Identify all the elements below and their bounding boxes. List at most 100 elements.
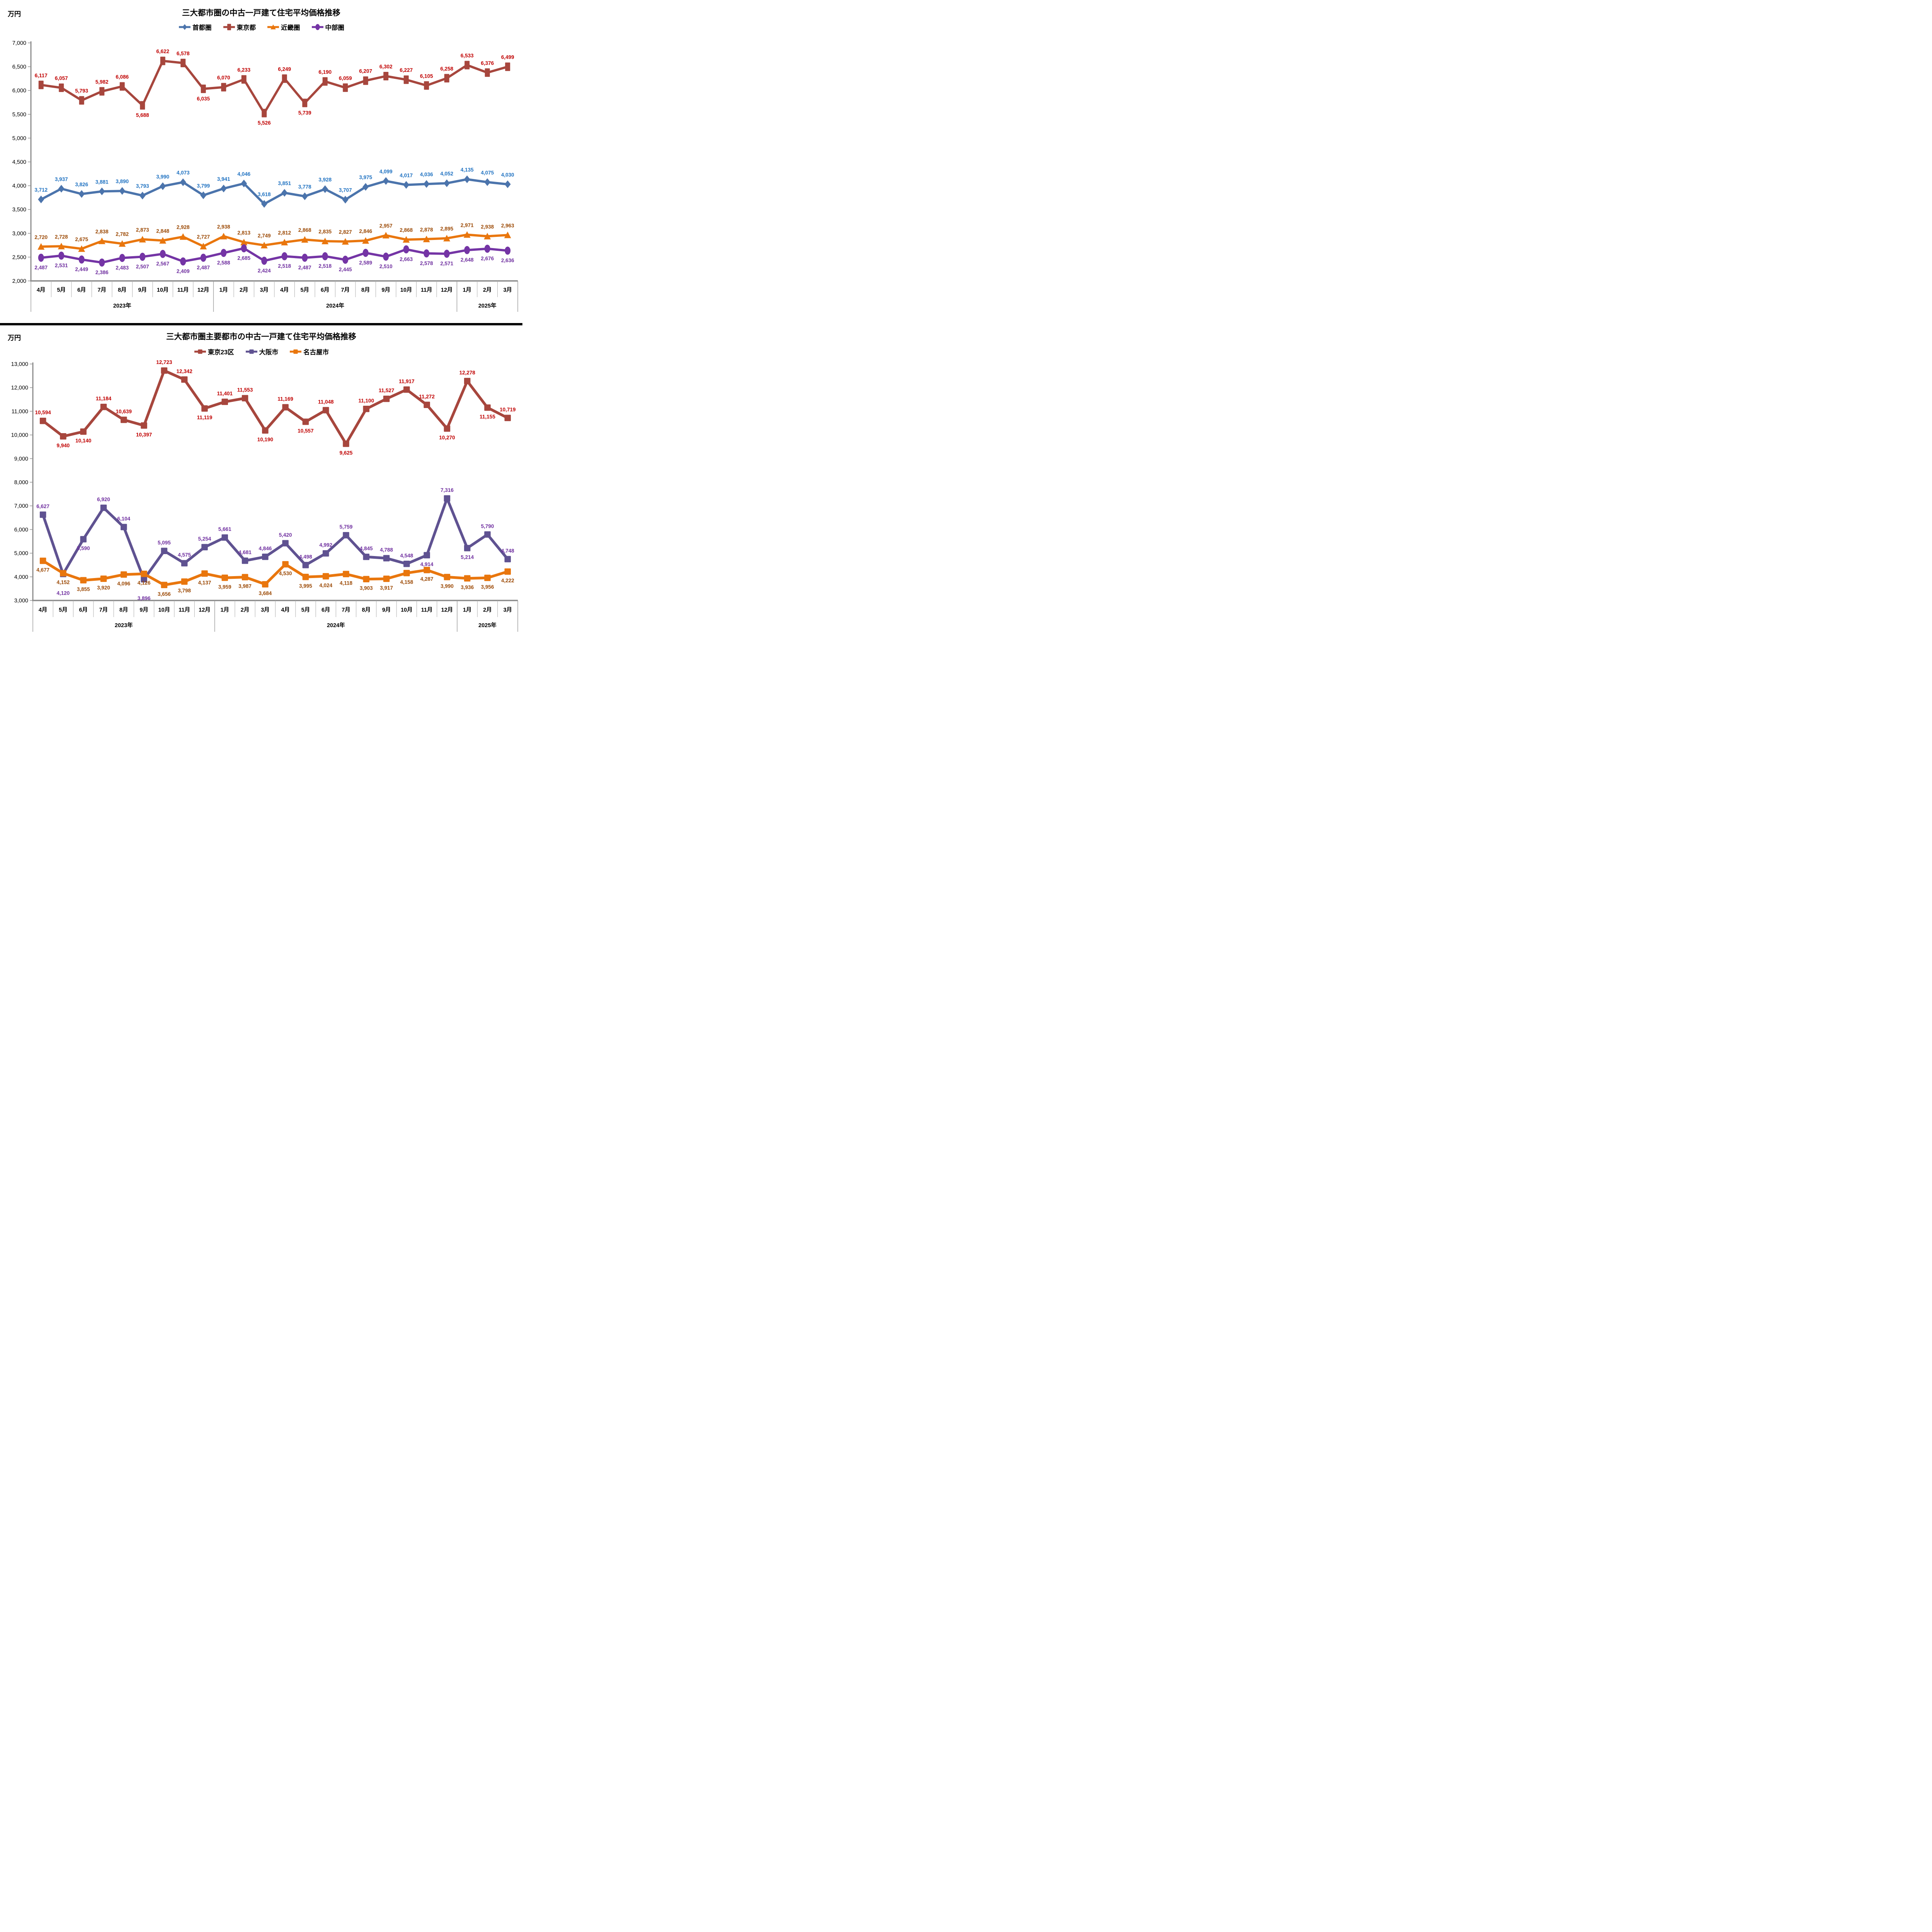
data-point-東京都 [79,96,84,105]
data-label-東京23区: 11,527 [379,388,395,393]
data-point-東京23区 [80,428,87,435]
data-label-東京都: 6,578 [177,51,190,56]
data-label-首都圏: 4,075 [481,170,494,175]
legend-item-名古屋市: 名古屋市 [289,347,329,356]
x-axis-month-label: 11月 [421,607,433,613]
data-point-中部圏 [444,250,450,258]
data-point-首都圏 [342,196,349,204]
data-point-首都圏 [281,189,288,197]
data-label-中部圏: 2,445 [339,267,352,272]
data-point-名古屋市 [464,575,471,582]
data-label-大阪市: 4,788 [380,547,393,553]
data-label-首都圏: 3,793 [136,183,149,189]
data-label-近畿圏: 2,878 [420,227,433,233]
data-label-首都圏: 3,826 [75,182,88,187]
data-label-名古屋市: 3,903 [360,585,373,591]
x-axis-month-label: 6月 [321,607,330,613]
data-label-東京都: 6,190 [318,69,332,75]
data-point-名古屋市 [80,577,87,583]
data-label-名古屋市: 3,920 [97,585,110,591]
data-point-東京23区 [464,378,471,384]
data-label-東京都: 6,622 [156,49,169,54]
data-point-近畿圏 [281,238,288,245]
legend-marker-icon-中部圏 [311,24,323,30]
data-label-近畿圏: 2,957 [379,223,393,229]
data-label-東京都: 6,207 [359,68,372,74]
data-point-名古屋市 [181,578,188,585]
y-axis-tick-label: 11,000 [12,408,28,415]
data-label-首都圏: 4,036 [420,172,433,177]
data-point-名古屋市 [262,581,269,588]
data-label-首都圏: 3,618 [258,192,271,197]
data-label-中部圏: 2,518 [278,263,291,269]
data-point-中部圏 [99,258,105,267]
data-label-首都圏: 3,778 [298,184,311,190]
x-axis-month-label: 4月 [281,607,290,613]
data-label-東京都: 5,526 [258,120,271,126]
data-label-東京23区: 11,553 [237,387,253,393]
data-label-名古屋市: 3,990 [440,583,454,589]
data-label-大阪市: 4,748 [501,548,514,554]
data-point-東京都 [99,87,105,96]
data-point-東京都 [59,83,64,92]
series-首都圏: 3,712 3,937 3,826 3,881 3,890 3,793 3,990 4,073… [34,167,514,208]
data-point-名古屋市 [100,575,107,582]
data-point-首都圏 [301,192,308,200]
data-label-名古屋市: 3,936 [461,585,474,590]
data-label-大阪市: 4,914 [420,561,434,567]
y-axis-tick-label: 3,000 [12,231,26,237]
legend-item-近畿圏: 近畿圏 [267,22,300,32]
data-label-近畿圏: 2,838 [95,229,109,235]
y-axis-tick-label: 5,000 [12,135,26,141]
data-label-東京都: 6,533 [461,53,474,59]
data-point-東京23区 [262,427,269,434]
data-label-大阪市: 5,759 [340,524,353,530]
data-label-東京都: 6,302 [379,64,393,70]
data-label-中部圏: 2,409 [177,269,190,274]
data-point-名古屋市 [363,576,370,582]
data-label-近畿圏: 2,782 [116,231,129,237]
data-point-首都圏 [423,180,430,188]
data-point-東京23区 [100,403,107,410]
data-label-東京23区: 10,557 [298,428,313,434]
data-point-近畿圏 [403,236,410,243]
data-point-東京23区 [161,367,168,374]
data-point-大阪市 [39,511,46,518]
data-point-名古屋市 [39,558,46,564]
data-point-東京都 [383,71,389,80]
data-label-中部圏: 2,424 [258,268,271,274]
data-point-近畿圏 [119,240,126,247]
chart-title: 三大都市圏の中古一戸建て住宅平均価格推移 [182,9,340,17]
data-point-近畿圏 [220,233,227,240]
data-point-中部圏 [221,249,227,257]
data-point-大阪市 [363,553,370,560]
data-point-大阪市 [282,540,289,547]
x-axis-month-label: 10月 [400,287,412,293]
data-point-名古屋市 [403,570,410,577]
chart-top-section: 万円 三大都市圏の中古一戸建て住宅平均価格推移 首都圏 東京都 近畿圏 中部圏 7,0… [0,0,522,323]
data-point-首都圏 [241,179,247,187]
data-point-大阪市 [121,524,127,531]
data-label-名古屋市: 4,530 [279,570,292,576]
data-point-近畿圏 [200,243,207,250]
data-point-大阪市 [242,557,248,564]
data-point-首都圏 [220,184,227,192]
data-label-名古屋市: 3,656 [158,591,171,597]
data-point-中部圏 [261,257,267,265]
data-point-中部圏 [200,253,206,262]
data-label-近畿圏: 2,895 [440,226,453,232]
data-point-首都圏 [464,175,470,183]
chart-title: 三大都市圏主要都市の中古一戸建て住宅平均価格推移 [166,332,356,341]
data-label-東京都: 6,070 [217,75,230,81]
data-point-近畿圏 [423,235,430,242]
legend-marker-icon-首都圏 [179,24,190,30]
data-label-中部圏: 2,588 [217,260,230,266]
legend-item-首都圏: 首都圏 [178,22,212,32]
data-label-名古屋市: 3,995 [299,583,312,589]
data-label-大阪市: 4,575 [178,552,191,558]
data-point-名古屋市 [504,568,511,575]
data-label-東京都: 6,035 [197,96,210,102]
data-point-東京都 [444,74,449,83]
y-axis-tick-label: 2,000 [12,278,26,284]
x-axis-month-label: 1月 [463,607,472,613]
